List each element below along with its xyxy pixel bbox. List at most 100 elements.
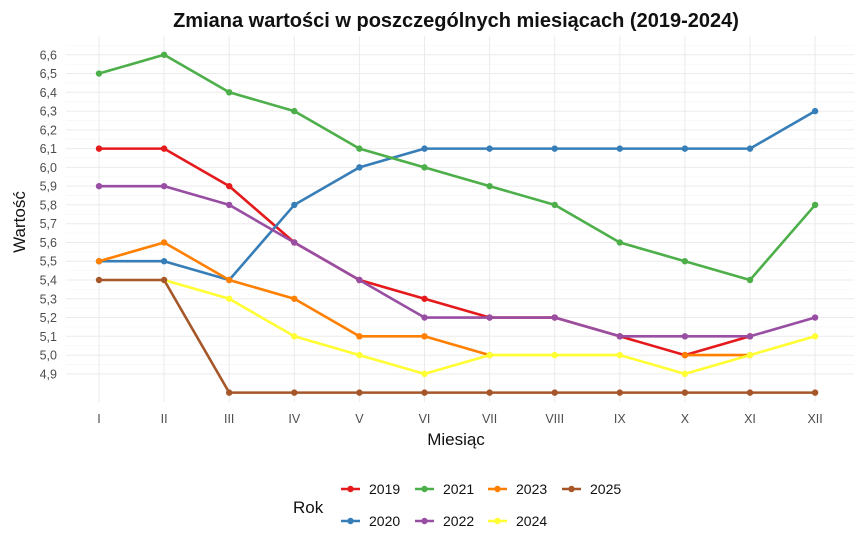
- x-tick-label: XI: [744, 412, 756, 426]
- y-tick-label: 6,2: [40, 123, 57, 137]
- data-point-2021: [421, 164, 428, 171]
- legend-key-point: [421, 485, 428, 493]
- y-axis-label: Wartość: [10, 191, 29, 253]
- data-point-2020: [160, 258, 168, 265]
- series-line-2022: [99, 184, 816, 338]
- x-tick-label: VI: [419, 412, 431, 426]
- data-point-2025: [486, 389, 493, 396]
- data-point-2024: [551, 351, 558, 359]
- x-axis: I II III IV V VI VII VIII IX X XI XII: [97, 412, 822, 426]
- y-axis: 4,9 5,0 5,1 5,2 5,3 5,4 5,5 5,6 5,7 5,8 5,9 6,0 6,1 6…: [40, 48, 57, 381]
- data-point-2020: [421, 145, 428, 152]
- data-point-2021: [681, 258, 689, 265]
- data-point-2025: [95, 276, 103, 284]
- data-point-2020: [551, 145, 558, 152]
- legend: Rok 2019 2020 2021 2022 2023 2024 2025: [293, 481, 621, 529]
- data-point-2021: [160, 51, 168, 58]
- y-tick-label: 5,2: [40, 311, 57, 325]
- data-point-2024: [616, 351, 623, 359]
- legend-key-point: [494, 485, 501, 493]
- y-tick-label: 5,3: [40, 292, 57, 306]
- data-point-2020: [811, 107, 819, 115]
- plot-points: [95, 51, 819, 396]
- y-tick-label: 5,4: [40, 274, 57, 288]
- data-point-2021: [291, 107, 298, 115]
- series-line-2020: [99, 109, 816, 282]
- y-tick-label: 6,0: [40, 161, 57, 175]
- y-tick-label: 6,1: [40, 142, 57, 156]
- y-tick-label: 5,5: [40, 255, 57, 269]
- data-point-2022: [160, 182, 168, 190]
- data-point-2025: [681, 389, 689, 396]
- data-point-2022: [486, 314, 493, 321]
- data-point-2019: [226, 182, 233, 190]
- data-point-2022: [551, 314, 558, 321]
- data-point-2025: [226, 389, 233, 396]
- data-point-2019: [160, 145, 168, 152]
- data-point-2024: [356, 351, 363, 359]
- data-point-2024: [421, 370, 428, 378]
- series-line-2025: [99, 278, 816, 394]
- legend-key-point: [568, 485, 575, 493]
- data-point-2023: [681, 351, 689, 359]
- x-tick-label: VIII: [545, 412, 564, 426]
- data-point-2020: [616, 145, 623, 152]
- data-point-2020: [291, 201, 298, 209]
- data-point-2024: [226, 295, 233, 302]
- data-point-2025: [811, 389, 819, 396]
- data-point-2022: [356, 276, 363, 284]
- legend-title: Rok: [293, 498, 324, 517]
- legend-item-2024: 2024: [488, 513, 547, 529]
- legend-item-2022: 2022: [415, 513, 474, 529]
- y-tick-label: 5,8: [40, 198, 57, 212]
- legend-label: 2023: [516, 481, 547, 497]
- x-tick-label: I: [97, 412, 100, 426]
- legend-item-2023: 2023: [488, 481, 547, 497]
- legend-item-2019: 2019: [341, 481, 400, 497]
- data-point-2025: [616, 389, 623, 396]
- data-point-2022: [291, 239, 298, 246]
- y-tick-label: 5,6: [40, 236, 57, 250]
- data-point-2019: [421, 295, 428, 302]
- y-tick-label: 5,9: [40, 180, 57, 194]
- data-point-2022: [811, 314, 819, 321]
- data-point-2021: [616, 239, 623, 246]
- data-point-2024: [681, 370, 689, 378]
- data-point-2022: [746, 333, 754, 340]
- data-point-2022: [226, 201, 233, 209]
- legend-key-point: [347, 485, 354, 493]
- data-point-2019: [95, 145, 103, 152]
- x-tick-label: VII: [482, 412, 497, 426]
- data-point-2023: [226, 276, 233, 284]
- data-point-2021: [226, 89, 233, 96]
- legend-label: 2022: [443, 513, 474, 529]
- data-point-2024: [486, 351, 493, 359]
- x-tick-label: XII: [807, 412, 822, 426]
- y-tick-label: 6,6: [40, 48, 57, 62]
- legend-label: 2020: [369, 513, 400, 529]
- data-point-2021: [811, 201, 819, 209]
- data-point-2025: [421, 389, 428, 396]
- data-point-2020: [356, 164, 363, 171]
- data-point-2022: [681, 333, 689, 340]
- y-tick-label: 6,4: [40, 86, 57, 100]
- data-point-2022: [616, 333, 623, 340]
- y-tick-label: 5,7: [40, 217, 57, 231]
- y-tick-label: 5,0: [40, 349, 57, 363]
- data-point-2022: [421, 314, 428, 321]
- data-point-2020: [746, 145, 754, 152]
- legend-item-2021: 2021: [415, 481, 474, 497]
- series-line-2021: [98, 53, 817, 282]
- data-point-2023: [356, 333, 363, 340]
- y-tick-label: 5,1: [40, 330, 57, 344]
- legend-key-point: [494, 517, 501, 525]
- x-tick-label: X: [681, 412, 690, 426]
- data-point-2021: [551, 201, 558, 209]
- data-point-2023: [160, 239, 168, 246]
- data-point-2021: [356, 145, 363, 152]
- legend-key-point: [421, 517, 428, 525]
- data-point-2025: [746, 389, 754, 396]
- data-point-2025: [291, 389, 298, 396]
- x-tick-label: II: [161, 412, 168, 426]
